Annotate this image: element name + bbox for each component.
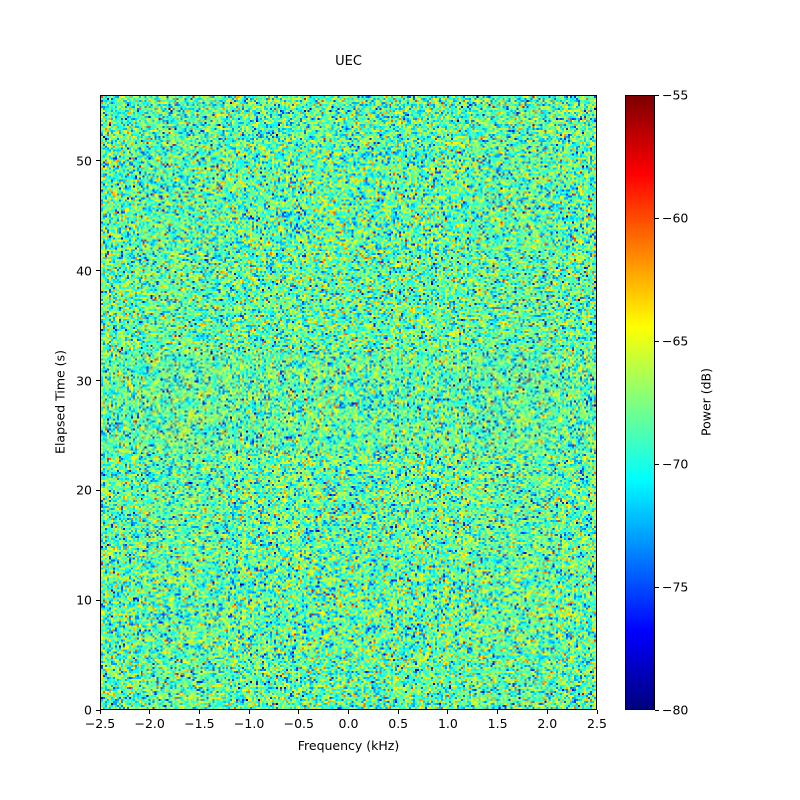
- x-tick-mark: [149, 710, 151, 714]
- colorbar-tick-mark: [655, 217, 659, 219]
- x-tick-label: 2.0: [537, 716, 558, 731]
- x-tick-mark: [348, 710, 349, 714]
- x-tick-mark: [99, 710, 101, 714]
- spectrogram-canvas: [101, 96, 596, 709]
- x-tick-mark: [596, 710, 598, 714]
- chart-title: UEC: [335, 54, 362, 69]
- x-tick-mark: [497, 710, 499, 714]
- colorbar-label: Power (dB): [698, 367, 714, 437]
- colorbar-tick-mark: [655, 463, 659, 465]
- y-tick-mark: [96, 380, 100, 382]
- colorbar-tick-label: −65: [662, 333, 689, 349]
- x-tick-label: 1.0: [437, 716, 458, 731]
- x-tick-label: −1.5: [184, 716, 215, 731]
- colorbar-tick-mark: [655, 340, 659, 342]
- x-tick-label: −2.5: [84, 716, 116, 731]
- colorbar-tick-mark: [655, 586, 659, 588]
- colorbar-tick-mark: [655, 709, 659, 711]
- colorbar-tick-label: −75: [662, 579, 689, 595]
- y-tick-label: 0: [84, 702, 92, 718]
- x-tick-label: −1.0: [233, 716, 265, 731]
- spectrogram-plot-area: [100, 95, 597, 710]
- y-tick-label: 50: [76, 153, 92, 169]
- x-tick-label: −2.0: [134, 716, 165, 731]
- x-tick-label: 0.5: [388, 716, 409, 731]
- x-axis-label: Frequency (kHz): [297, 738, 400, 753]
- colorbar-tick-mark: [655, 94, 659, 96]
- y-axis-label: Elapsed Time (s): [52, 350, 68, 454]
- x-tick-mark: [546, 710, 548, 714]
- y-tick-mark: [96, 270, 100, 272]
- x-tick-label: 1.5: [487, 716, 508, 731]
- y-tick-mark: [96, 489, 100, 491]
- y-tick-label: 40: [76, 263, 92, 279]
- x-tick-mark: [298, 710, 300, 714]
- y-tick-label: 30: [76, 373, 92, 389]
- y-tick-label: 20: [76, 482, 92, 498]
- y-tick-label: 10: [76, 592, 92, 608]
- x-tick-label: 0.0: [338, 716, 359, 731]
- x-tick-label: −0.5: [283, 716, 314, 731]
- y-tick-mark: [96, 160, 100, 162]
- x-tick-label: 2.5: [587, 716, 607, 731]
- x-tick-mark: [198, 710, 200, 714]
- colorbar-tick-label: −55: [662, 87, 689, 103]
- y-tick-mark: [96, 599, 100, 601]
- colorbar: [625, 95, 655, 710]
- colorbar-tick-label: −70: [662, 456, 689, 472]
- x-tick-mark: [248, 710, 250, 714]
- x-tick-mark: [397, 710, 399, 714]
- colorbar-canvas: [626, 96, 654, 709]
- colorbar-tick-label: −80: [662, 702, 689, 718]
- y-tick-mark: [96, 709, 100, 711]
- colorbar-tick-label: −60: [662, 210, 689, 226]
- x-tick-mark: [447, 710, 449, 714]
